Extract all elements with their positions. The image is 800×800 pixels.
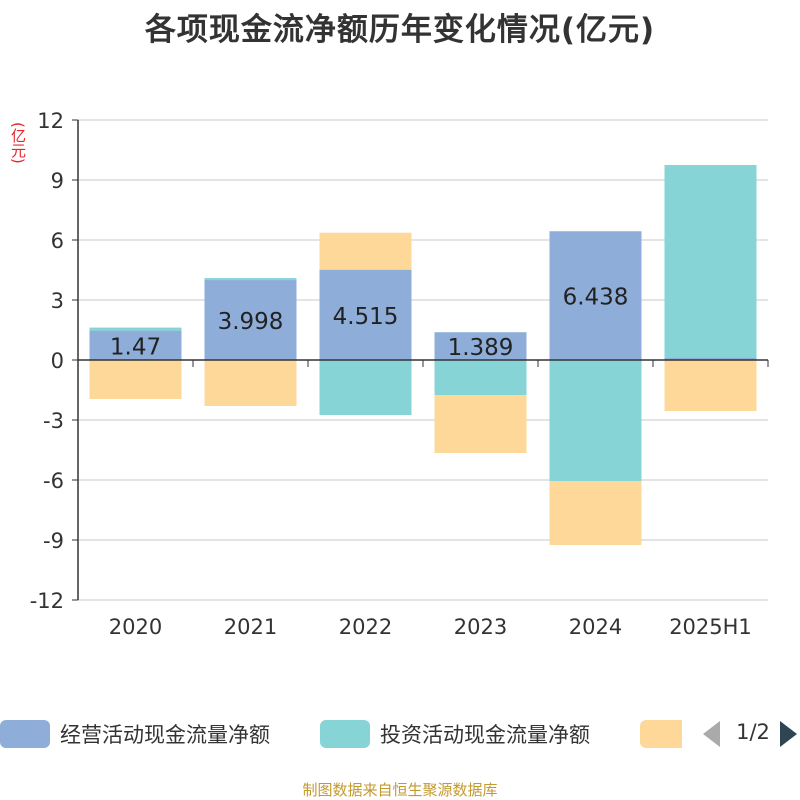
legend-item-third[interactable] (640, 714, 682, 754)
bar-series1-2025H1 (664, 358, 757, 360)
legend-swatch-operating (0, 720, 50, 748)
data-label: 1.389 (448, 335, 514, 361)
bar-series2-2023 (434, 360, 527, 395)
bar-series3-2021 (204, 360, 297, 406)
legend-swatch-third (640, 720, 682, 748)
bar-series2-2025H1 (664, 165, 757, 358)
grid-lines (78, 119, 768, 601)
bar-series1-2023 (434, 332, 527, 360)
axes: 12 9 6 3 0 -3 -6 -9 -12 2020 2021 2022 2023 2024 2025H… (30, 109, 769, 639)
chevron-left-icon[interactable] (703, 721, 720, 747)
bar-series2-2021 (204, 278, 297, 281)
x-tick-label: 2024 (569, 615, 622, 639)
y-tick-label: -9 (43, 529, 64, 553)
x-tick-label: 2025H1 (669, 615, 752, 639)
chevron-right-icon[interactable] (780, 721, 797, 747)
bar-series1-2020 (89, 330, 182, 360)
chart-title: 各项现金流净额历年变化情况(亿元) (144, 12, 656, 48)
legend-label-investing: 投资活动现金流量净额 (380, 723, 590, 747)
x-tick-label: 2023 (454, 615, 507, 639)
cash-flow-bar-chart: 12 9 6 3 0 -3 -6 -9 -12 2020 2021 2022 2023 2024 2025H… (30, 109, 769, 639)
data-label: 1.47 (110, 334, 161, 360)
y-tick-label: 6 (51, 229, 64, 253)
legend-swatch-investing (320, 720, 370, 748)
bar-series2-2024 (549, 360, 642, 481)
bar-series2-2020 (89, 327, 182, 331)
data-label: 4.515 (333, 304, 399, 330)
legend: 经营活动现金流量净额 投资活动现金流量净额 1/2 (0, 714, 800, 754)
x-tick-label: 2022 (339, 615, 392, 639)
legend-page-indicator: 1/2 (736, 720, 770, 744)
y-axis-unit-label: (亿元) (9, 122, 27, 164)
y-tick-label: -3 (43, 409, 64, 433)
bar-series1-2024 (549, 231, 642, 360)
y-tick-label: -6 (43, 469, 64, 493)
y-tick-label: 3 (51, 289, 64, 313)
bar-series3-2025H1 (664, 360, 757, 411)
y-tick-label: 12 (37, 109, 64, 133)
bar-series1-2021 (204, 280, 297, 360)
legend-item-operating[interactable]: 经营活动现金流量净额 (0, 714, 270, 754)
legend-pager: 1/2 (700, 714, 800, 754)
data-label: 3.998 (218, 309, 284, 335)
y-tick-label: -12 (30, 589, 64, 613)
x-tick-label: 2020 (109, 615, 162, 639)
legend-label-operating: 经营活动现金流量净额 (60, 723, 270, 747)
legend-item-investing[interactable]: 投资活动现金流量净额 (320, 714, 590, 754)
bar-series3-2022 (319, 232, 412, 270)
bar-series2-2022 (319, 360, 412, 415)
bar-series3-2024 (549, 481, 642, 545)
bar-series3-2020 (89, 360, 182, 399)
data-label: 6.438 (563, 285, 629, 311)
bar-series3-2023 (434, 395, 527, 453)
y-tick-label: 0 (51, 349, 64, 373)
y-tick-label: 9 (51, 169, 64, 193)
data-labels: 1.47 3.998 4.515 1.389 6.438 (110, 285, 629, 361)
bars (89, 165, 757, 545)
x-tick-label: 2021 (224, 615, 277, 639)
data-source-note: 制图数据来自恒生聚源数据库 (302, 781, 498, 799)
bar-series1-2022 (319, 269, 412, 360)
